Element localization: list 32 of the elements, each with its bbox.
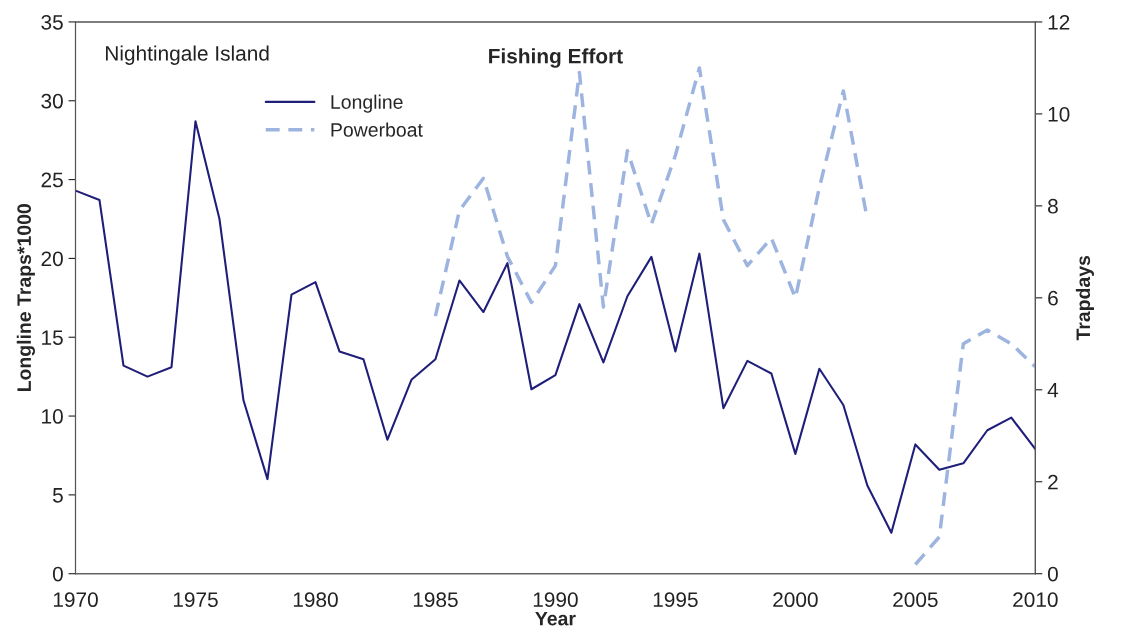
y2-tick-label: 10 <box>1048 106 1070 122</box>
y2-tick-label: 0 <box>1047 566 1058 582</box>
y-tick-label: 35 <box>41 14 63 30</box>
x-tick-label: 1995 <box>653 592 698 608</box>
y2-axis-title: Trapdays <box>1075 255 1094 341</box>
annotation: Nightingale Island <box>106 45 269 65</box>
y-tick-label: 15 <box>42 330 63 345</box>
y-tick-label: 10 <box>42 409 63 424</box>
x-axis-title: Year <box>535 611 576 626</box>
legend-label: Powerboat <box>331 122 423 137</box>
y-tick-label: 20 <box>41 251 63 267</box>
y-axis-title: Longline Traps*1000 <box>16 204 35 392</box>
x-tick-label: 2010 <box>1013 592 1058 608</box>
x-tick-label: 1985 <box>413 592 458 608</box>
x-tick-label: 1980 <box>293 592 338 608</box>
x-tick-label: 2005 <box>893 592 938 608</box>
y2-tick-label: 6 <box>1048 290 1058 306</box>
y-tick-label: 25 <box>41 172 63 188</box>
y-tick-label: 30 <box>41 93 63 109</box>
text: Fishing Effort <box>489 48 623 68</box>
y2-tick-label: 4 <box>1047 383 1059 398</box>
x-tick-label: 1990 <box>533 592 578 608</box>
y2-tick-label: 8 <box>1048 198 1058 214</box>
x-tick-label: 2000 <box>773 592 818 608</box>
line-series <box>75 120 1036 534</box>
x-tick-label: 1970 <box>53 592 98 608</box>
legend-label: Longline <box>331 94 403 113</box>
y2-tick-label: 2 <box>1048 474 1058 490</box>
y2-tick-label: 12 <box>1048 14 1070 30</box>
x-tick-label: 1975 <box>173 592 218 608</box>
y-tick-label: 0 <box>52 566 63 582</box>
y-tick-label: 5 <box>52 488 63 503</box>
